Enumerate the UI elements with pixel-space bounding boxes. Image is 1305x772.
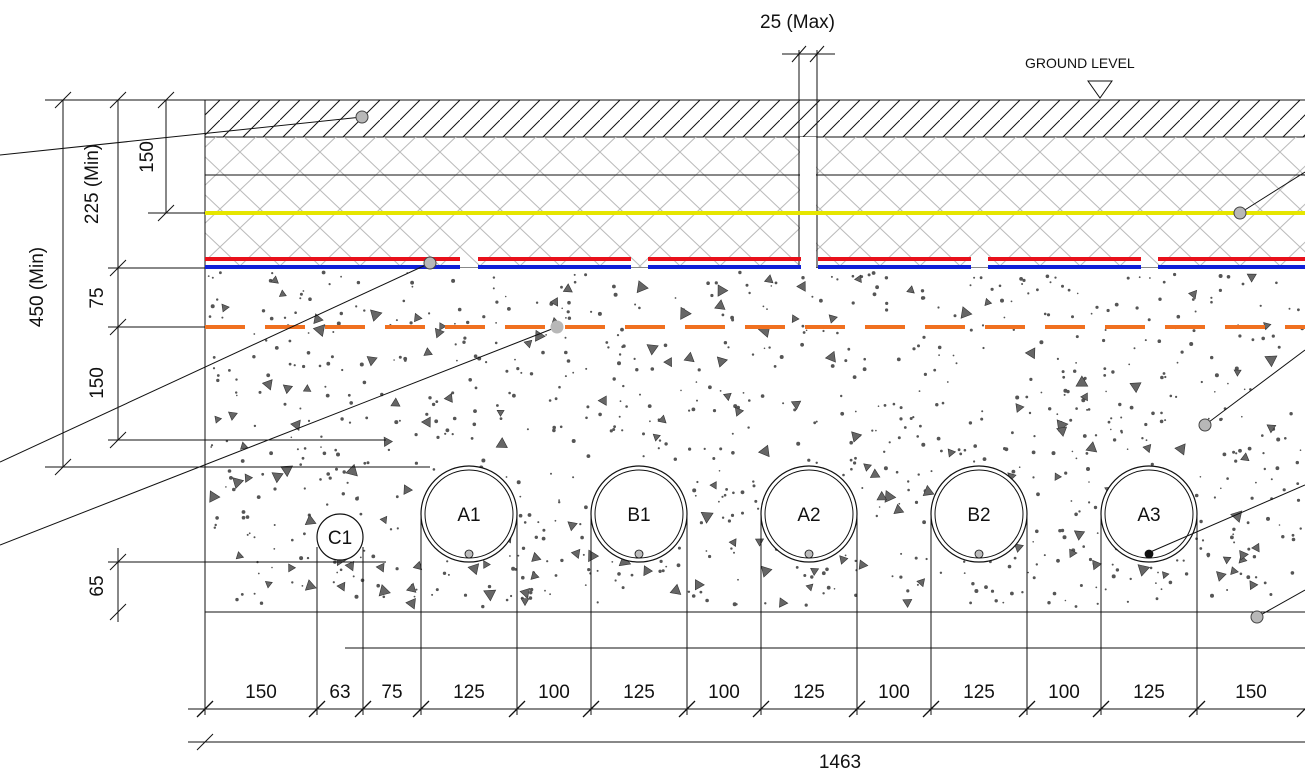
dim-tick — [308, 700, 326, 718]
pipe-label: B1 — [627, 505, 650, 526]
bedding-top-label: 75 — [87, 287, 108, 308]
dim-tick — [196, 733, 214, 751]
pipe-label: A3 — [1137, 505, 1160, 526]
pipe-b1: B1 — [590, 465, 688, 715]
dim-label: 100 — [1048, 682, 1080, 703]
cable-core — [464, 549, 474, 559]
dim-label: 125 — [793, 682, 825, 703]
pipe-a2: A2 — [760, 465, 858, 715]
dim-tick — [1092, 700, 1110, 718]
callout-dots — [355, 110, 1264, 624]
cable-core — [974, 549, 984, 559]
dim-tick — [354, 700, 372, 718]
pipe-b2: B2 — [930, 465, 1028, 715]
dim-label: 150 — [1235, 682, 1267, 703]
cable-core — [634, 549, 644, 559]
dim-label: 100 — [878, 682, 910, 703]
dim-label: 100 — [708, 682, 740, 703]
callout-leaders — [0, 116, 1305, 618]
dim-tick — [678, 700, 696, 718]
dim-tick — [922, 700, 940, 718]
bottom-clearance-label: 65 — [87, 575, 108, 596]
dim-label: 125 — [453, 682, 485, 703]
dim-label: 100 — [538, 682, 570, 703]
dim-tick — [412, 700, 430, 718]
surface-layer-label: 150 — [137, 141, 158, 173]
vertical-dimensions — [45, 91, 430, 622]
dim-label: 75 — [381, 682, 402, 703]
dim-label: 63 — [329, 682, 350, 703]
pipe-label: C1 — [328, 528, 352, 549]
cable-cover-tiles — [205, 257, 1305, 269]
cover-depth-label: 225 (Min) — [82, 144, 103, 224]
pipe-c1: C1 — [316, 513, 364, 715]
dim-label: 150 — [245, 682, 277, 703]
dim-tick — [791, 45, 807, 63]
cable-core — [804, 549, 814, 559]
bedding-mid-label: 150 — [87, 367, 108, 399]
surface-hatch-layer — [205, 100, 1305, 137]
dim-tick — [809, 45, 825, 63]
dim-tick — [1188, 700, 1206, 718]
compacted-fill-layer — [205, 137, 1305, 267]
pipe-a3: A3 — [1100, 465, 1198, 715]
dim-label: 125 — [1133, 682, 1165, 703]
ground-level-triangle — [1087, 80, 1113, 99]
joint-gap — [800, 137, 816, 268]
ground-level-label: GROUND LEVEL — [1025, 55, 1135, 71]
pipe-label: A1 — [457, 505, 480, 526]
pipe-a1: A1 — [420, 465, 518, 715]
pipe-group: C1 A1 B1 A2 B2 A3 — [316, 465, 1198, 715]
overall-width-label: 1463 — [819, 752, 861, 772]
dim-label: 125 — [623, 682, 655, 703]
dim-tick — [848, 700, 866, 718]
horizontal-dimensions: 150 63 75 125 100 125 100 125 100 125 100 125 150 — [196, 682, 1305, 718]
dim-tick — [752, 700, 770, 718]
dim-tick — [508, 700, 526, 718]
joint-width-label: 25 (Max) — [760, 12, 835, 33]
pipe-label: A2 — [797, 505, 820, 526]
dim-label: 125 — [963, 682, 995, 703]
dim-tick — [582, 700, 600, 718]
total-depth-label: 450 (Min) — [27, 247, 48, 327]
pipe-label: B2 — [967, 505, 990, 526]
dim-tick — [1018, 700, 1036, 718]
dim-tick — [1296, 708, 1305, 718]
dim-tick — [196, 700, 214, 718]
